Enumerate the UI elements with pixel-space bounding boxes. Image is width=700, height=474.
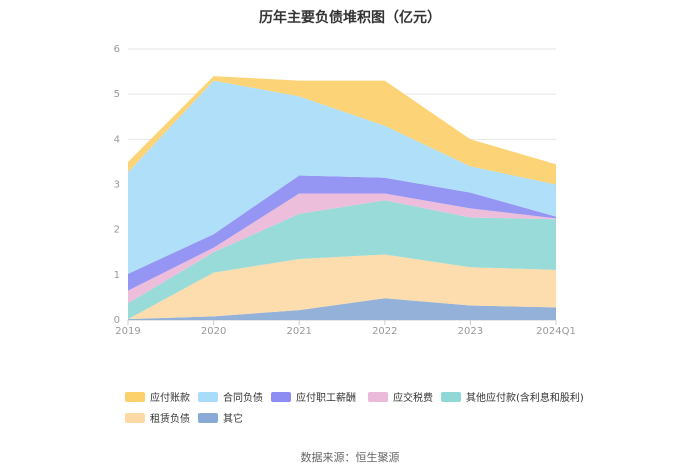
legend-swatch (125, 392, 145, 402)
legend-label: 应付账款 (150, 391, 190, 404)
legend-item[interactable]: 应付职工薪酬 (271, 391, 356, 404)
x-tick-label: 2021 (286, 326, 311, 337)
legend-item[interactable]: 应付账款 (125, 391, 190, 404)
legend-swatch (125, 413, 145, 423)
axes: 2019 2020 2021 2022 2023 2024Q1 (115, 320, 576, 337)
chart-title: 历年主要负债堆积图（亿元） (259, 9, 441, 26)
legend-label: 应付职工薪酬 (296, 391, 356, 404)
x-tick-label: 2020 (201, 326, 226, 337)
y-tick-label: 5 (114, 89, 120, 100)
y-tick-label: 1 (114, 270, 120, 281)
y-tick-label: 0 (114, 315, 120, 326)
area-series-2 (128, 200, 556, 320)
legend-label: 应交税费 (393, 391, 433, 404)
chart-areas (128, 76, 556, 320)
legend-swatch (198, 413, 218, 423)
legend-label: 其他应付款(含利息和股利) (466, 391, 584, 404)
y-tick-label: 2 (114, 225, 120, 236)
legend-label: 其它 (223, 412, 243, 425)
area-series-1 (128, 254, 556, 320)
y-tick-label: 3 (114, 180, 120, 191)
legend-item[interactable]: 合同负债 (198, 391, 263, 404)
area-series-6 (128, 76, 556, 185)
area-series-3 (128, 193, 556, 304)
legend-swatch (198, 392, 218, 402)
area-series-4 (128, 175, 556, 291)
y-tick-label: 4 (114, 134, 120, 145)
data-source: 数据来源：恒生聚源 (301, 450, 400, 464)
legend-swatch (368, 392, 388, 402)
area-series-0 (128, 298, 556, 320)
x-tick-label: 2023 (458, 326, 483, 337)
legend-swatch (441, 392, 461, 402)
legend-label: 合同负债 (223, 391, 263, 404)
legend-item[interactable]: 其它 (198, 412, 243, 425)
x-tick-label: 2019 (115, 326, 140, 337)
legend-item[interactable]: 租赁负债 (125, 412, 190, 425)
legend-label: 租赁负债 (150, 412, 190, 425)
y-tick-label: 6 (114, 44, 120, 55)
x-tick-label: 2024Q1 (536, 326, 576, 337)
x-tick-label: 2022 (372, 326, 397, 337)
legend-item[interactable]: 其他应付款(含利息和股利) (441, 391, 584, 404)
legend-item[interactable]: 应交税费 (368, 391, 433, 404)
legend-swatch (271, 392, 291, 402)
legend: 应付账款 合同负债 应付职工薪酬 应交税费 其他应付款(含利息和股利) 租赁负债 其它 (125, 391, 584, 425)
area-series-5 (128, 80, 556, 274)
